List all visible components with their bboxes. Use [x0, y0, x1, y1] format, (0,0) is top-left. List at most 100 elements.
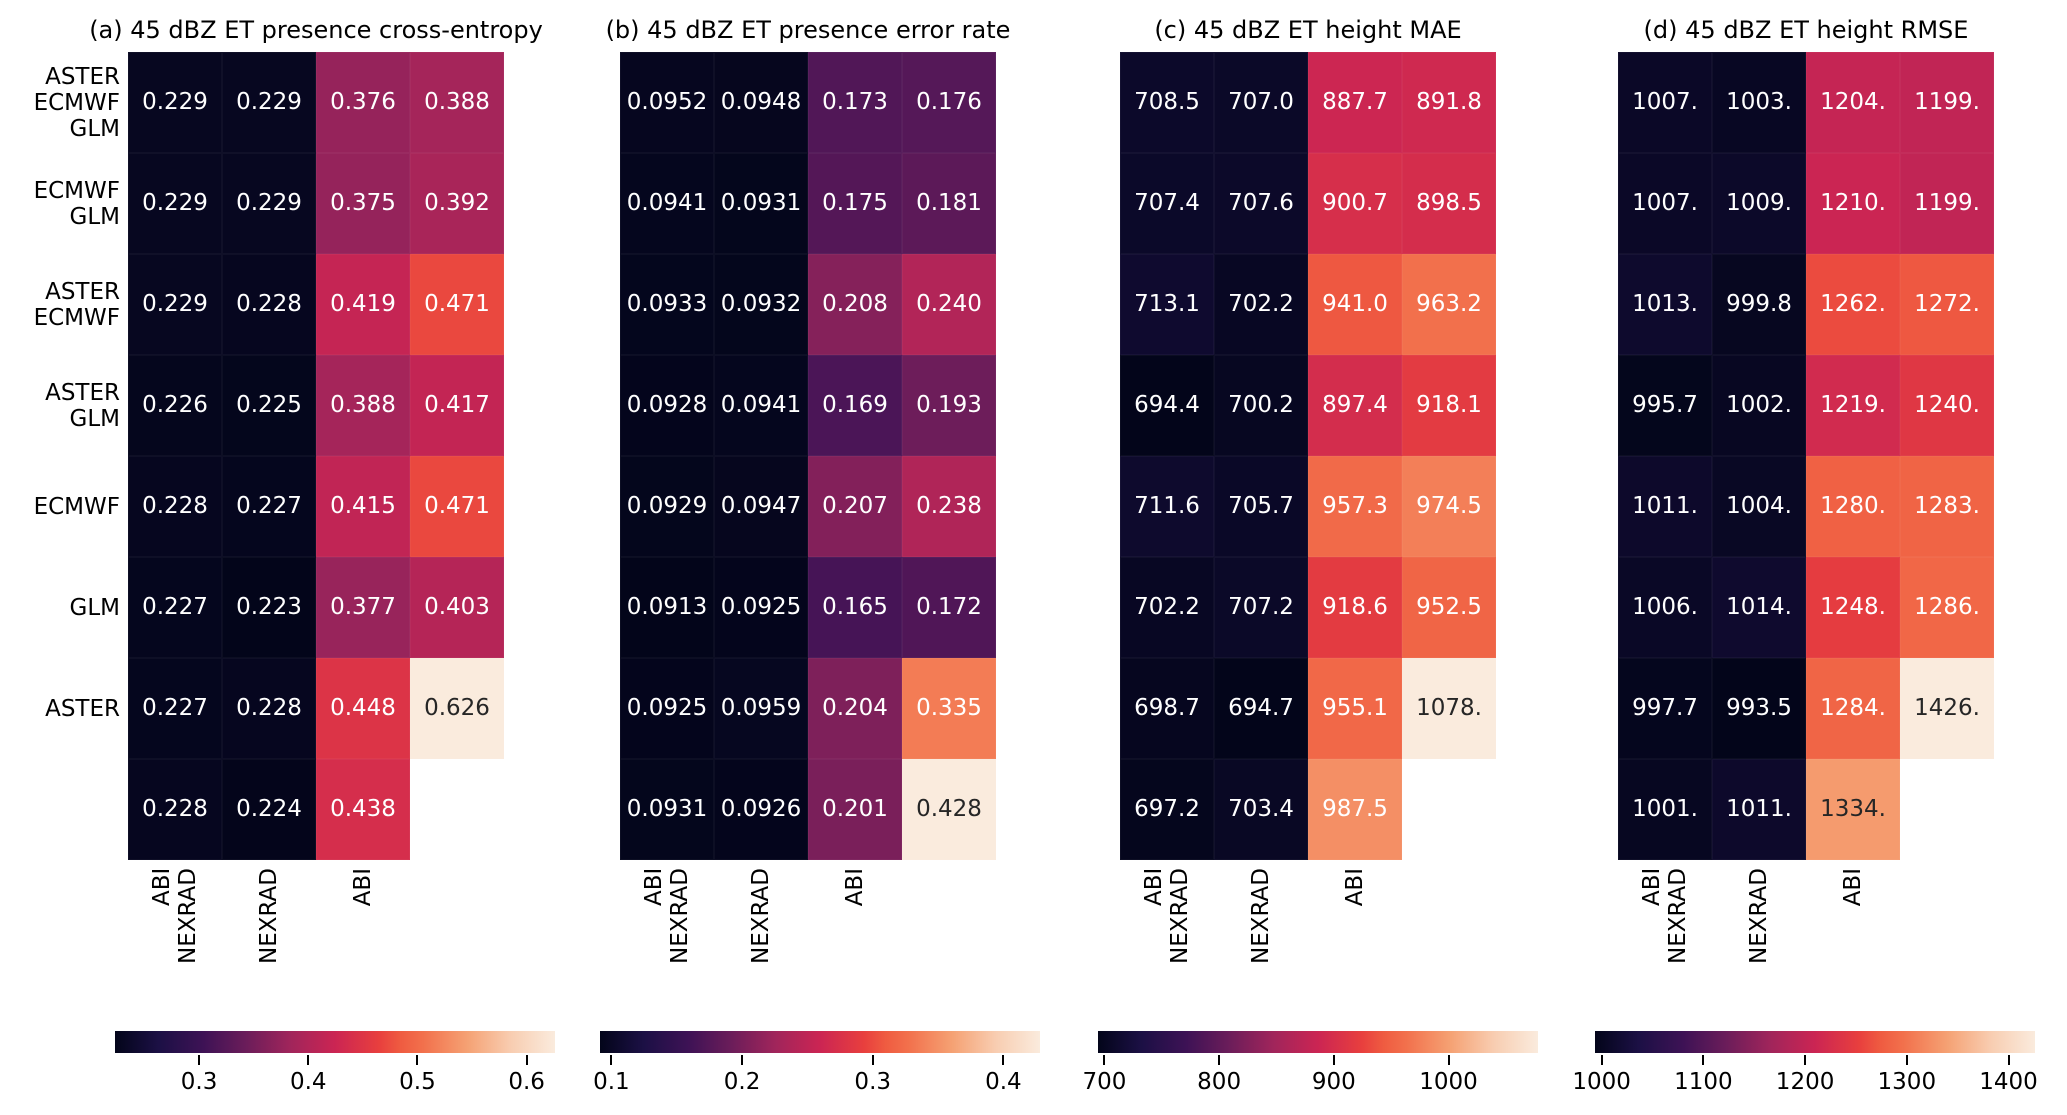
colorbar-tick	[741, 1055, 744, 1065]
heatmap-cell: 0.173	[808, 52, 902, 153]
heatmap-cell: 955.1	[1308, 658, 1402, 759]
colorbar-tick	[198, 1055, 201, 1065]
x-tick-label-text: ABI NEXRAD	[1141, 868, 1193, 964]
y-tick-label: GLM	[69, 594, 120, 621]
heatmap-cell: 0.224	[222, 759, 316, 860]
colorbar-tick-label: 0.1	[593, 1069, 630, 1095]
colorbar-tick	[1218, 1055, 1221, 1065]
y-tick-label: ASTER GLM	[45, 379, 120, 432]
heatmap-cell: 997.7	[1618, 658, 1712, 759]
colorbar-tick-label: 1400	[1979, 1069, 2038, 1095]
heatmap-cell: 1210.	[1806, 153, 1900, 254]
colorbar-tick	[1103, 1055, 1106, 1065]
heatmap-cell: 0.240	[902, 254, 996, 355]
heatmap-cell: 0.0948	[714, 52, 808, 153]
x-tick-label-text: ABI NEXRAD	[1639, 868, 1691, 964]
heatmap-cell: 702.2	[1120, 557, 1214, 658]
colorbar-tick	[525, 1055, 528, 1065]
heatmap-cell: 1240.	[1900, 355, 1994, 456]
heatmap-cell: 987.5	[1308, 759, 1402, 860]
heatmap-cell: 713.1	[1120, 254, 1214, 355]
heatmap-cell: 1334.	[1806, 759, 1900, 860]
colorbar-tick-label: 900	[1311, 1069, 1356, 1095]
heatmap-cell: 0.0941	[620, 153, 714, 254]
heatmap-cell: 1426.	[1900, 658, 1994, 759]
x-tick-label-text: ABI	[350, 868, 376, 907]
colorbar-tick-label: 1200	[1775, 1069, 1835, 1095]
heatmap-cell: 0.229	[128, 52, 222, 153]
heatmap-cell: 0.226	[128, 355, 222, 456]
heatmap-cell: 707.2	[1214, 557, 1308, 658]
colorbar-tick-label: 0.5	[399, 1069, 436, 1095]
heatmap-cell: 0.208	[808, 254, 902, 355]
heatmap-cell: 0.471	[410, 254, 504, 355]
colorbar-tick-label: 0.4	[985, 1069, 1022, 1095]
colorbar-tick	[1600, 1055, 1603, 1065]
heatmap-cell: 957.3	[1308, 456, 1402, 557]
heatmap-cell: 0.169	[808, 355, 902, 456]
heatmap-cell: 0.0952	[620, 52, 714, 153]
x-tick-label-text: ABI	[1840, 868, 1866, 907]
colorbar-tick-label: 1300	[1877, 1069, 1937, 1095]
heatmap-cell: 0.415	[316, 456, 410, 557]
heatmap-cell: 0.388	[316, 355, 410, 456]
x-tick-label: NEXRAD	[1214, 868, 1308, 1018]
heatmap-cell: 707.6	[1214, 153, 1308, 254]
heatmap-cell: 0.172	[902, 557, 996, 658]
heatmap-cell: 1248.	[1806, 557, 1900, 658]
colorbar-tick	[416, 1055, 419, 1065]
heatmap-cell: 711.6	[1120, 456, 1214, 557]
colorbar-tick-label: 0.3	[854, 1069, 892, 1095]
y-tick-label: ASTER ECMWF GLM	[33, 63, 120, 142]
heatmap-cell: 0.176	[902, 52, 996, 153]
heatmap-cell: 0.335	[902, 658, 996, 759]
heatmap-cell: 0.0925	[714, 557, 808, 658]
heatmap-cell: 0.376	[316, 52, 410, 153]
colorbar-tick-label: 0.4	[289, 1069, 327, 1095]
heatmap-cell: 1199.	[1900, 52, 1994, 153]
heatmap-cell: 694.4	[1120, 355, 1214, 456]
x-tick-label: ABI NEXRAD	[1120, 868, 1214, 1018]
heatmap-cell: 0.228	[222, 254, 316, 355]
heatmap-cell: 0.438	[316, 759, 410, 860]
heatmap-cell: 0.0932	[714, 254, 808, 355]
x-tick-label: ABI NEXRAD	[1618, 868, 1712, 1018]
heatmap-cell: 941.0	[1308, 254, 1402, 355]
heatmap-cell: 707.0	[1214, 52, 1308, 153]
heatmap-cell: 0.419	[316, 254, 410, 355]
heatmap-cell: 974.5	[1402, 456, 1496, 557]
heatmap-cell: 705.7	[1214, 456, 1308, 557]
heatmap-cell: 0.0931	[620, 759, 714, 860]
y-tick-label: ASTER ECMWF	[33, 278, 120, 331]
heatmap-cell: 0.392	[410, 153, 504, 254]
heatmap-cell: 1009.	[1712, 153, 1806, 254]
heatmap-cell: 1283.	[1900, 456, 1994, 557]
heatmap-cell: 918.6	[1308, 557, 1402, 658]
heatmap-cell: 0.193	[902, 355, 996, 456]
heatmap-cell: 0.229	[222, 153, 316, 254]
x-tick-label: ABI	[1308, 868, 1402, 1018]
heatmap-cell: 1007.	[1618, 153, 1712, 254]
x-tick-label: ABI	[1806, 868, 1900, 1018]
heatmap-cell: 702.2	[1214, 254, 1308, 355]
heatmap-cell: 0.375	[316, 153, 410, 254]
colorbar-tick-label: 700	[1082, 1069, 1127, 1095]
x-tick-label: ABI	[316, 868, 410, 1018]
heatmap-cell: 0.227	[222, 456, 316, 557]
heatmap-cell: 703.4	[1214, 759, 1308, 860]
x-tick-label-text: NEXRAD	[748, 868, 774, 964]
heatmap-cell: 1002.	[1712, 355, 1806, 456]
heatmap-cell: 918.1	[1402, 355, 1496, 456]
x-tick-label: ABI	[808, 868, 902, 1018]
x-tick-label-text: NEXRAD	[1248, 868, 1274, 964]
heatmap-cell: 0.403	[410, 557, 504, 658]
colorbar-tick-label: 0.3	[180, 1069, 218, 1095]
heatmap-cell: 0.428	[902, 759, 996, 860]
heatmap-cell: 0.201	[808, 759, 902, 860]
heatmap-cell: 0.471	[410, 456, 504, 557]
x-tick-label: NEXRAD	[222, 868, 316, 1018]
heatmap-cell: 0.225	[222, 355, 316, 456]
